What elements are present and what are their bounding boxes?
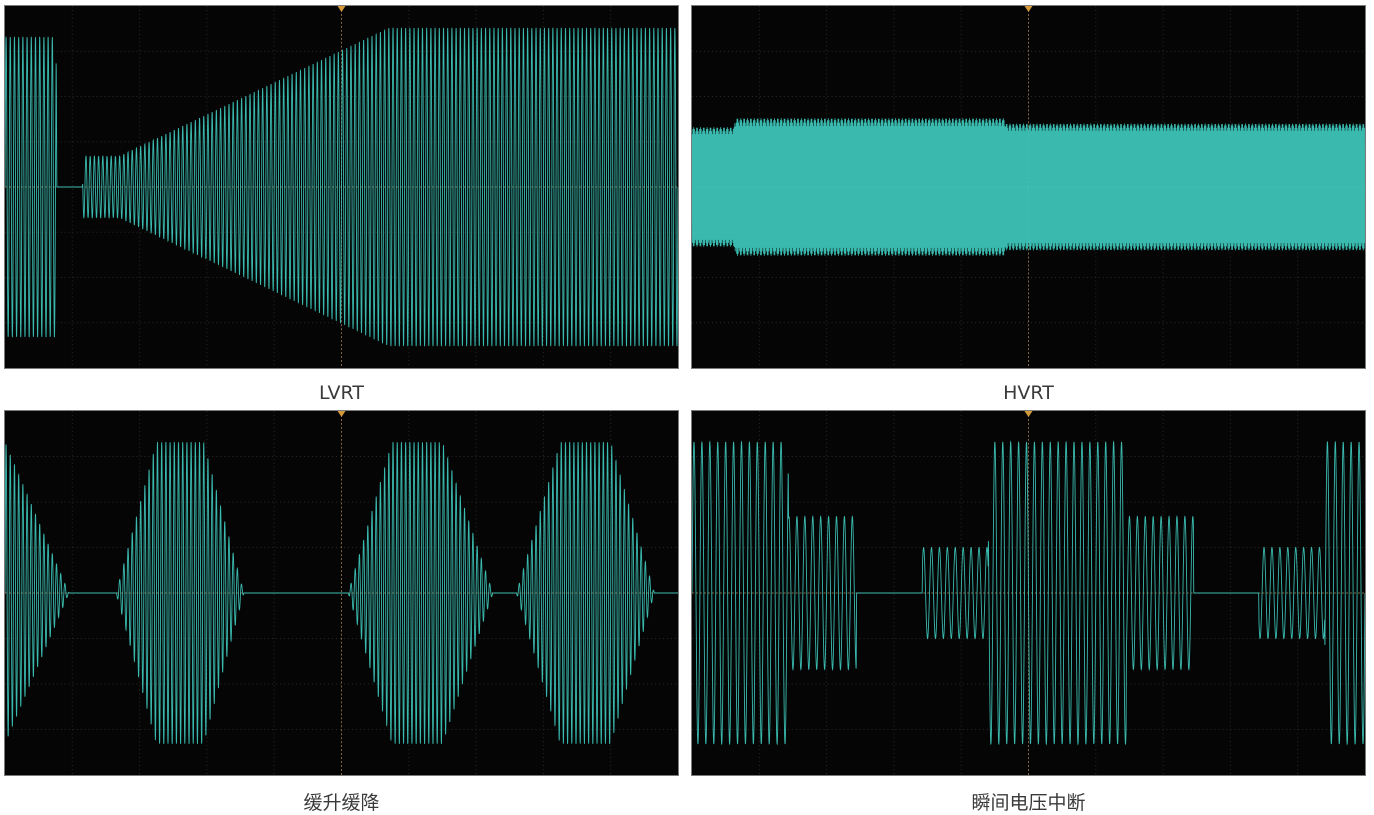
- interruption-waveform-plot: [692, 411, 1365, 775]
- lvrt-waveform-trace: [5, 27, 678, 347]
- hvrt-waveform-trace: [692, 118, 1365, 256]
- interruption-waveform-trace: [692, 440, 1365, 746]
- hvrt-waveform-plot: [692, 6, 1365, 368]
- ramp-caption: 缓升缓降: [303, 792, 380, 814]
- hvrt-trigger-marker: [1024, 6, 1033, 12]
- ramp-scope-screen: [4, 410, 679, 776]
- lvrt-waveform-plot: [5, 6, 678, 368]
- lvrt-trigger-marker: [337, 6, 346, 12]
- hvrt-caption: HVRT: [1003, 382, 1054, 404]
- interruption-caption: 瞬间电压中断: [971, 792, 1086, 814]
- lvrt-scope-screen: [4, 5, 679, 369]
- ramp-waveform-trace: [5, 441, 678, 745]
- interruption-trigger-marker: [1024, 411, 1033, 417]
- ramp-waveform-plot: [5, 411, 678, 775]
- ramp-trigger-marker: [337, 411, 346, 417]
- lvrt-caption: LVRT: [319, 382, 364, 404]
- interruption-scope-screen: [691, 410, 1366, 776]
- hvrt-scope-screen: [691, 5, 1366, 369]
